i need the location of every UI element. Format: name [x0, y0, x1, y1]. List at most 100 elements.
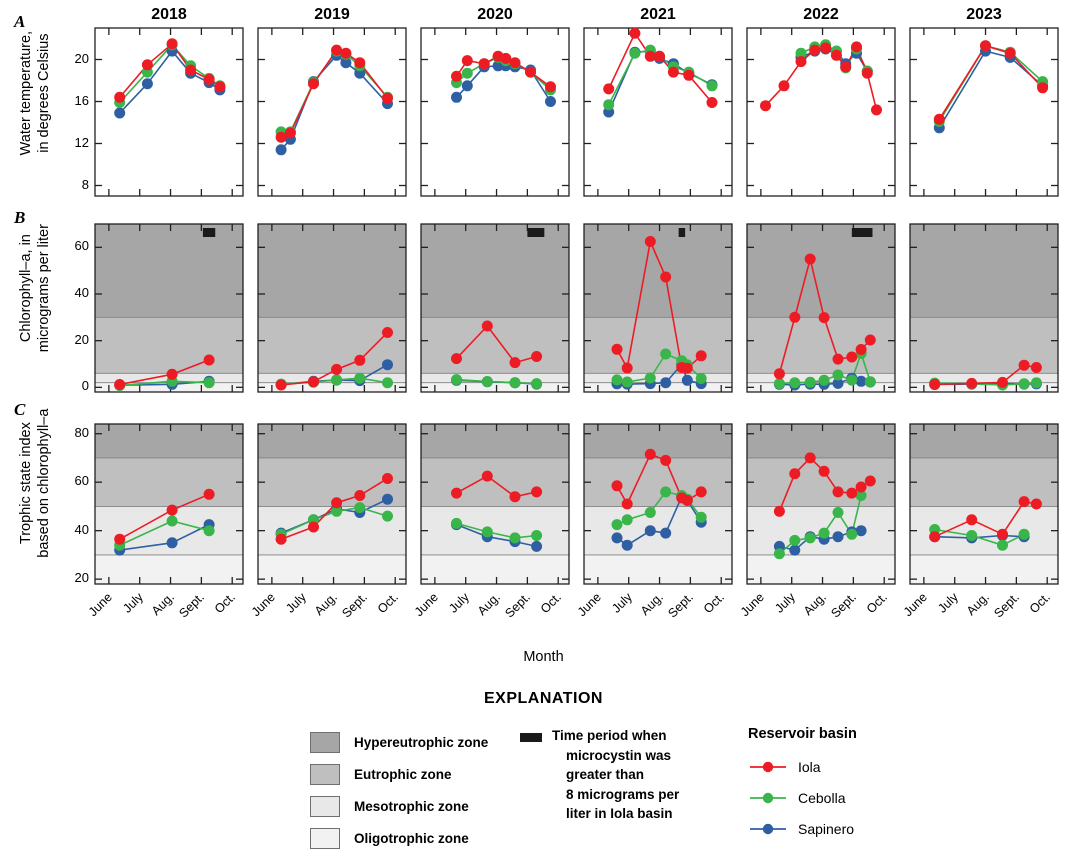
- plot-b-2019: [257, 223, 407, 393]
- data-point-iola: [340, 47, 352, 59]
- y-tick-label-b-40: 40: [74, 285, 89, 300]
- data-point-cebolla: [603, 99, 615, 111]
- data-point-cebolla: [997, 539, 1009, 551]
- data-point-iola: [667, 66, 679, 78]
- y-tick-label-a-12: 12: [74, 134, 89, 150]
- y-axis-title-b-line-1: micrograms per liter: [36, 224, 52, 353]
- series-line-iola: [607, 32, 713, 104]
- data-point-iola: [307, 376, 319, 388]
- explanation-title: EXPLANATION: [484, 690, 603, 707]
- microcystin-line-0: Time period when: [552, 728, 667, 743]
- data-point-iola: [695, 350, 707, 362]
- series-line-cebolla: [938, 45, 1044, 122]
- plot-frame: [94, 223, 244, 393]
- data-point-iola: [509, 57, 521, 69]
- data-point-cebolla: [846, 528, 858, 540]
- plot-a-2019: [257, 27, 407, 197]
- data-point-sapinero: [114, 107, 126, 119]
- y-axis-title-a-line-1: in degrees Celsius: [36, 33, 52, 153]
- data-point-cebolla: [706, 80, 718, 92]
- data-point-cebolla: [818, 374, 830, 386]
- data-point-iola: [203, 354, 215, 366]
- legend-zone-item-0: Hypereutrophic zone: [310, 726, 488, 758]
- data-point-cebolla: [1018, 378, 1030, 390]
- data-point-iola: [214, 81, 226, 93]
- plot-frame: [746, 223, 896, 393]
- year-title-2020: 2020: [477, 6, 513, 23]
- data-point-cebolla: [773, 548, 785, 560]
- data-point-cebolla: [864, 376, 876, 388]
- basin-marker-cebolla: [750, 792, 786, 803]
- data-point-sapinero: [545, 96, 557, 108]
- data-point-cebolla: [450, 374, 462, 386]
- zone-band-0: [95, 424, 243, 458]
- data-point-cebolla: [331, 374, 343, 386]
- data-point-cebolla: [832, 507, 844, 519]
- plot-frame: [94, 27, 244, 197]
- data-point-iola: [966, 377, 978, 389]
- data-point-iola: [629, 27, 641, 39]
- microcystin-bar-2022: [851, 228, 873, 237]
- zone-band-1: [95, 457, 243, 507]
- year-title-2018: 2018: [151, 6, 187, 23]
- data-point-cebolla: [832, 369, 844, 381]
- plot-frame: [257, 27, 407, 197]
- zone-band-3: [258, 382, 406, 392]
- zone-band-0: [258, 224, 406, 318]
- zone-band-2: [421, 373, 569, 383]
- zone-band-2: [584, 506, 732, 555]
- data-point-iola: [500, 52, 512, 64]
- data-point-iola: [331, 497, 343, 509]
- y-tick-label-a-16: 16: [74, 92, 89, 108]
- plot-a-2021: [583, 27, 733, 197]
- zone-band-0: [910, 224, 1058, 318]
- data-point-iola: [760, 100, 771, 112]
- data-point-cebolla: [611, 374, 623, 386]
- data-point-cebolla: [660, 486, 672, 498]
- zone-band-2: [910, 373, 1058, 383]
- data-point-iola: [114, 379, 126, 391]
- data-point-iola: [275, 131, 287, 143]
- data-point-cebolla: [789, 534, 801, 546]
- legend-zone-item-2: Mesotrophic zone: [310, 790, 488, 822]
- data-point-iola: [331, 44, 343, 56]
- data-point-iola: [1030, 498, 1042, 510]
- data-point-sapinero: [681, 374, 693, 386]
- data-point-iola: [846, 487, 858, 499]
- data-point-cebolla: [450, 517, 462, 529]
- y-tick-label-b-0: 0: [81, 378, 89, 394]
- plot-a-2023: [909, 27, 1059, 197]
- data-point-iola: [855, 344, 867, 356]
- data-point-iola: [789, 468, 801, 480]
- series-line-iola: [456, 475, 537, 498]
- data-point-iola: [851, 41, 863, 53]
- data-point-iola: [481, 320, 493, 332]
- data-point-iola: [997, 528, 1009, 540]
- data-point-cebolla: [660, 348, 672, 360]
- data-point-cebolla: [203, 525, 215, 537]
- data-point-iola: [1018, 359, 1030, 371]
- basin-label-cebolla: Cebolla: [798, 789, 846, 806]
- zone-label-1: Eutrophic zone: [354, 766, 452, 782]
- data-point-sapinero: [531, 540, 543, 552]
- legend-basin-item-sapinero: Sapinero: [748, 813, 857, 844]
- series-line-iola: [455, 325, 537, 364]
- zone-band-1: [258, 317, 406, 374]
- data-point-iola: [284, 127, 296, 139]
- data-point-iola: [114, 533, 126, 545]
- zone-band-3: [584, 554, 732, 584]
- basin-marker-sapinero: [750, 823, 786, 834]
- zone-label-3: Oligotrophic zone: [354, 830, 469, 846]
- basin-label-iola: Iola: [798, 758, 821, 775]
- legend-zone-item-3: Oligotrophic zone: [310, 822, 488, 854]
- data-point-sapinero: [382, 493, 394, 505]
- data-point-iola: [382, 327, 394, 339]
- data-point-iola: [804, 452, 816, 464]
- zone-band-1: [584, 317, 732, 374]
- data-point-cebolla: [1018, 528, 1030, 540]
- y-axis-title-b-line-0: Chlorophyll–a, in: [17, 234, 34, 343]
- data-point-sapinero: [660, 527, 672, 539]
- plot-frame: [420, 27, 570, 197]
- zone-band-0: [421, 224, 569, 318]
- zone-band-0: [910, 424, 1058, 458]
